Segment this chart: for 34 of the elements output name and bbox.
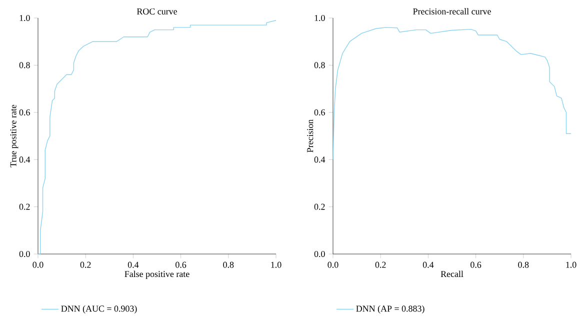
x-axis-title: Recall: [440, 270, 464, 278]
x-tick-label: 0.6: [176, 262, 186, 268]
y-tick-label: 0.6: [19, 109, 30, 116]
x-tick-label: 0.4: [128, 262, 139, 268]
x-tick-label: 0.2: [375, 262, 386, 268]
y-tick-label: 0.2: [314, 204, 325, 210]
x-tick-label: 1.0: [271, 262, 282, 268]
x-tick-label: 0.6: [470, 262, 482, 268]
chart-title: Precision-recall curve: [413, 8, 491, 14]
x-tick-label: 0.2: [80, 262, 91, 268]
y-tick-label: 0.6: [314, 109, 325, 116]
x-tick-label: 0.4: [422, 262, 434, 268]
legend-label: DNN (AP = 0.883): [356, 305, 424, 314]
y-tick-label: 0.2: [19, 204, 30, 210]
line-series: [38, 20, 276, 254]
y-axis-title: True positive rate: [10, 104, 18, 168]
chart-title: ROC curve: [136, 8, 177, 14]
x-tick-label: 0.0: [32, 262, 44, 268]
y-tick-label: 0.8: [19, 62, 30, 68]
y-tick-label: 1.0: [20, 14, 30, 22]
y-tick-label: 0.8: [314, 62, 325, 68]
x-tick-label: 0.8: [223, 262, 234, 268]
y-axis-title: Precision: [307, 119, 314, 152]
x-tick-label: 0.0: [328, 262, 338, 268]
y-tick-label: 0.0: [314, 250, 325, 258]
x-tick-label: 1.0: [566, 262, 576, 268]
line-series: [332, 27, 572, 160]
x-axis-title: False positive rate: [124, 270, 190, 279]
legend-label: DNN (AUC = 0.903): [61, 305, 137, 314]
y-tick-label: 1.0: [314, 14, 325, 22]
y-tick-label: 0.4: [314, 156, 326, 163]
y-tick-label: 0.4: [19, 156, 30, 163]
y-tick-label: 0.0: [19, 250, 30, 258]
x-tick-label: 0.8: [518, 262, 529, 268]
